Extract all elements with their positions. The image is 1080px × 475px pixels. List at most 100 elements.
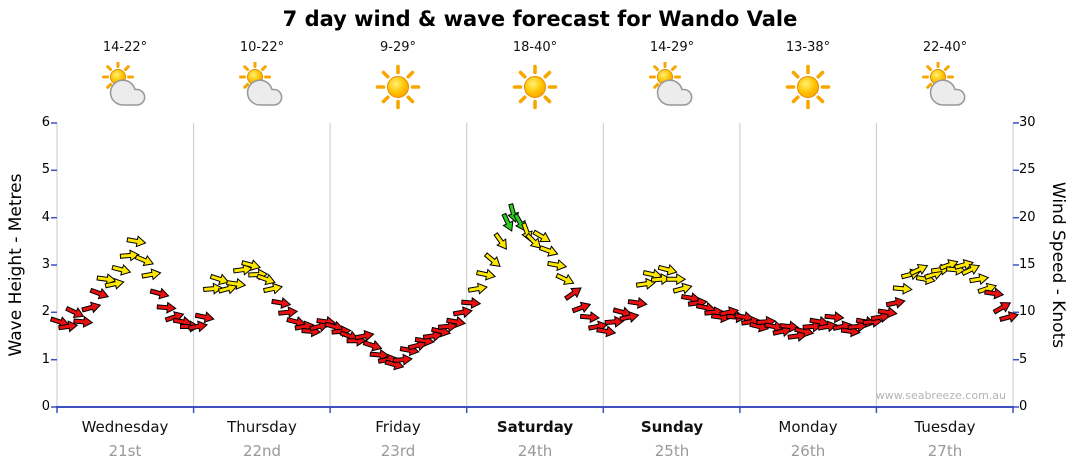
day-name: Sunday (640, 418, 704, 436)
day-temperature: 9-29° (379, 40, 416, 55)
wind-arrow (969, 273, 990, 286)
wind-arrow (635, 277, 656, 290)
wind-arrow (538, 245, 559, 257)
wind-arrow (141, 268, 162, 281)
wave-height-tick: 1 (41, 352, 50, 367)
day-date: 23rd (380, 442, 416, 460)
wind-arrow (111, 263, 132, 276)
wind-speed-tick: 5 (1019, 352, 1028, 367)
wave-height-tick: 2 (41, 304, 50, 319)
wind-arrow (604, 315, 625, 328)
wind-arrow (354, 329, 375, 342)
wind-arrow (885, 296, 906, 309)
sun-cloud-icon (239, 62, 284, 107)
wind-arrow (446, 315, 467, 328)
wind-arrow (501, 212, 514, 232)
day-temperature: 10-22° (239, 40, 285, 55)
day-name: Wednesday (81, 418, 169, 436)
wave-height-tick: 5 (41, 162, 50, 177)
sun-icon (375, 64, 421, 110)
page-title: 7 day wind & wave forecast for Wando Val… (282, 7, 798, 31)
wind-arrow (877, 306, 898, 319)
wind-arrow (58, 320, 79, 333)
wind-arrow (627, 296, 648, 310)
wind-arrow (89, 287, 110, 300)
wind-arrow (104, 277, 125, 290)
wind-arrow (437, 320, 459, 333)
wind-arrow (779, 320, 800, 333)
wind-arrow (73, 315, 94, 328)
day-header: 10-22° (194, 40, 330, 114)
watermark: www.seabreeze.com.au (875, 389, 1006, 402)
wind-arrow (909, 263, 929, 276)
wind-arrow (596, 325, 617, 338)
day-temperature: 18-40° (512, 40, 558, 55)
wind-speed-tick: 25 (1019, 162, 1036, 177)
wind-arrow (134, 254, 155, 267)
wind-arrow (271, 296, 292, 309)
wind-arrow (461, 296, 482, 310)
wind-arrow (483, 252, 501, 268)
wind-arrow (256, 273, 276, 286)
sun-cloud-icon (922, 62, 967, 107)
wind-arrow (547, 259, 568, 272)
wind-arrow (984, 287, 1005, 300)
wind-arrow (475, 268, 497, 281)
wind-arrow (817, 320, 838, 333)
day-name: Tuesday (914, 418, 976, 436)
wind-arrow (232, 263, 254, 276)
wind-arrow (672, 282, 693, 295)
day-header: 18-40° (467, 40, 603, 114)
wind-arrow (187, 320, 208, 333)
wind-speed-tick: 0 (1019, 399, 1028, 414)
wind-arrow (847, 320, 868, 333)
wind-arrow (961, 263, 981, 276)
wind-arrow (81, 301, 102, 314)
wind-arrow (209, 273, 230, 286)
day-temperature: 14-29° (649, 40, 695, 55)
wind-arrow (555, 272, 575, 285)
day-date: 24th (517, 442, 553, 460)
day-date: 26th (790, 442, 826, 460)
wind-arrow (452, 306, 473, 319)
day-date: 22nd (242, 442, 282, 460)
wind-arrow (824, 311, 845, 324)
wind-arrow (119, 249, 140, 262)
wind-speed-tick: 10 (1019, 304, 1036, 319)
sun-icon (512, 64, 558, 110)
wind-arrow (525, 232, 541, 249)
wind-arrow (149, 287, 170, 300)
wind-arrow (953, 258, 974, 271)
wind-arrow (217, 282, 238, 295)
wind-arrow (532, 229, 551, 243)
wind-arrow (619, 311, 640, 323)
wind-speed-tick: 30 (1019, 115, 1036, 130)
wind-arrow (992, 302, 1012, 315)
wind-arrow (892, 282, 913, 295)
day-header: 9-29° (330, 40, 466, 114)
wind-arrow (156, 301, 177, 314)
wind-speed-tick: 15 (1019, 257, 1036, 272)
day-name: Thursday (227, 418, 297, 436)
wind-arrow (571, 301, 592, 314)
day-temperature: 22-40° (922, 40, 968, 55)
day-date: 25th (654, 442, 690, 460)
wind-arrow (194, 311, 215, 324)
day-date: 27th (927, 442, 963, 460)
wind-arrow (262, 282, 284, 295)
day-name: Friday (375, 418, 421, 436)
wind-arrow (362, 339, 383, 352)
day-date: 21st (108, 442, 142, 460)
day-header: 14-22° (57, 40, 193, 114)
sun-cloud-icon (102, 62, 147, 107)
day-header: 13-38° (740, 40, 876, 114)
wind-arrow (422, 329, 443, 342)
day-temperature: 14-22° (102, 40, 148, 55)
wave-height-tick: 3 (41, 257, 50, 272)
sun-icon (785, 64, 831, 110)
day-header: 14-29° (604, 40, 740, 114)
wave-height-tick: 6 (41, 115, 50, 130)
wind-arrow (666, 273, 687, 286)
sun-cloud-icon (649, 62, 694, 107)
